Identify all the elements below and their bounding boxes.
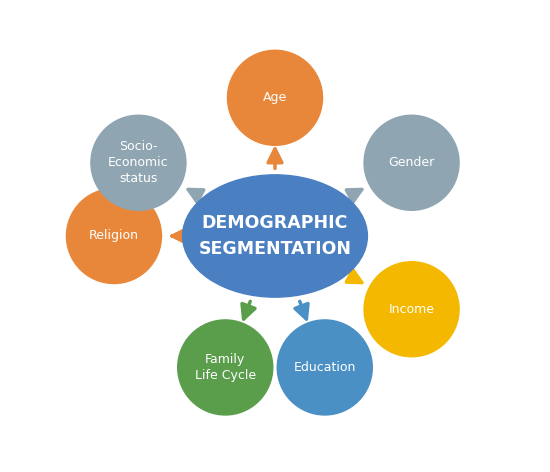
- Text: Age: Age: [263, 91, 287, 104]
- Ellipse shape: [364, 261, 459, 357]
- Ellipse shape: [277, 320, 372, 415]
- Text: Family
Life Cycle: Family Life Cycle: [195, 353, 256, 382]
- Ellipse shape: [91, 115, 186, 211]
- Text: Socio-
Economic
status: Socio- Economic status: [108, 140, 169, 185]
- Ellipse shape: [364, 115, 459, 211]
- Ellipse shape: [67, 188, 162, 284]
- Text: Religion: Religion: [89, 229, 139, 243]
- Text: DEMOGRAPHIC
SEGMENTATION: DEMOGRAPHIC SEGMENTATION: [199, 214, 351, 258]
- Ellipse shape: [183, 175, 367, 297]
- Ellipse shape: [178, 320, 273, 415]
- Text: Gender: Gender: [388, 156, 434, 169]
- Text: Education: Education: [294, 361, 356, 374]
- Text: Income: Income: [388, 303, 434, 316]
- Ellipse shape: [228, 51, 322, 145]
